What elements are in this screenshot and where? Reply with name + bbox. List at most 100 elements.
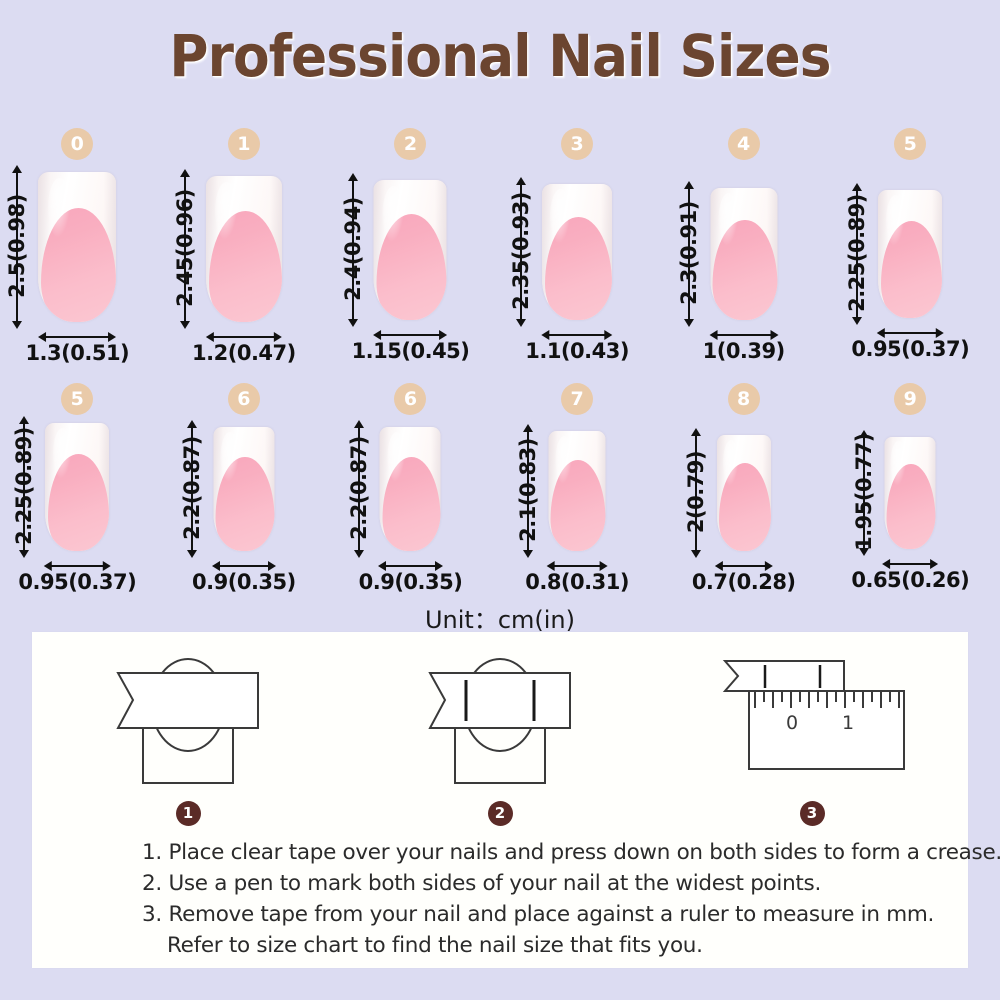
nail-size-row-2: 5 2.25(0.89) 0.95(0.37) 6 2.2(0.87) 0.9(0.35)… (0, 383, 1000, 623)
nail-size-cell: 8 2(0.79) 0.7(0.28) (666, 383, 833, 623)
width-arrow (43, 561, 112, 571)
width-arrow (378, 561, 443, 571)
length-arrow (516, 177, 527, 327)
nail-size-cell: 0 2.5(0.98) 1.3(0.51) (0, 128, 167, 368)
length-label: 2.3(0.91) (677, 201, 702, 305)
nail-pink-area (880, 220, 943, 318)
nail-graphic (548, 431, 606, 551)
width-dimension: 0.7(0.28) (692, 561, 796, 594)
nail-body (45, 423, 110, 551)
length-arrow (852, 183, 863, 325)
nail-size-cell: 6 2.2(0.87) 0.9(0.35) (167, 383, 334, 623)
nail-pink-area (47, 453, 110, 551)
width-arrow (38, 332, 117, 342)
nail-body (716, 435, 771, 551)
width-label: 0.9(0.35) (358, 570, 463, 594)
width-dimension: 0.9(0.35) (192, 561, 296, 594)
nail-pink-area (376, 213, 447, 320)
width-label: 0.8(0.31) (525, 570, 629, 594)
length-arrow (12, 165, 23, 329)
length-label: 2.1(0.83) (515, 438, 540, 542)
step-badge-1: 1 (175, 801, 201, 826)
instruction-line-3: 3. Remove tape from your nail and place … (142, 902, 935, 927)
nail-size-cell: 1 2.45(0.96) 1.2(0.47) (167, 128, 334, 368)
instruction-list: 1. Place clear tape over your nails and … (142, 837, 1000, 961)
tape-on-ruler-diagram: 0 1 (707, 640, 917, 795)
nail-body (38, 172, 117, 322)
step-3: 0 1 3 (656, 640, 968, 826)
length-arrow (353, 420, 364, 558)
width-label: 0.65(0.26) (851, 568, 970, 592)
nail-pink-area (550, 459, 606, 551)
length-arrow (19, 416, 30, 558)
length-arrow (347, 173, 358, 327)
size-badge: 5 (61, 383, 94, 415)
width-arrow (709, 330, 779, 340)
width-arrow (205, 332, 283, 342)
step-1: 1 (32, 640, 344, 826)
step-badge-2: 2 (487, 801, 513, 826)
nail-size-cell: 9 1.95(0.77) 0.65(0.26) (833, 383, 1000, 623)
nail-pink-area (712, 219, 778, 320)
width-arrow (541, 330, 614, 340)
length-dimension: 2.3(0.91) (677, 181, 701, 327)
nail-size-cell: 7 2.1(0.83) 0.8(0.31) (500, 383, 667, 623)
width-label: 1.15(0.45) (351, 339, 470, 363)
nail-body (213, 427, 275, 551)
width-label: 1.2(0.47) (192, 341, 296, 365)
nail-body (878, 190, 943, 318)
length-label: 2.2(0.87) (180, 436, 205, 540)
instruction-line-1: 1. Place clear tape over your nails and … (142, 840, 1000, 865)
length-arrow (684, 181, 695, 327)
nail-size-cell: 5 2.25(0.89) 0.95(0.37) (0, 383, 167, 623)
length-label: 2.25(0.89) (12, 427, 37, 545)
step-2: 2 (344, 640, 656, 826)
size-badge: 5 (894, 128, 927, 160)
nail-graphic (716, 435, 771, 551)
nail-body (710, 188, 778, 320)
width-dimension: 1(0.39) (703, 330, 785, 363)
steps-row: 1 2 (32, 640, 968, 826)
tape-over-nail-diagram (88, 640, 288, 795)
size-badge: 6 (227, 383, 260, 415)
size-badge: 4 (727, 128, 760, 160)
nail-graphic (38, 172, 117, 322)
width-dimension: 1.2(0.47) (192, 332, 296, 365)
nail-size-cell: 3 2.35(0.93) 1.1(0.43) (500, 128, 667, 368)
nail-pink-area (382, 456, 441, 551)
nail-graphic (542, 184, 613, 320)
length-dimension: 2.25(0.89) (12, 416, 36, 558)
step-badge-3: 3 (799, 801, 825, 826)
nail-graphic (884, 437, 936, 549)
length-arrow (858, 430, 869, 556)
width-dimension: 0.9(0.35) (359, 561, 463, 594)
unit-label: Unit：cm(in) (424, 606, 576, 634)
nail-pink-area (886, 463, 936, 549)
pen-marks-on-tape-diagram (400, 640, 600, 795)
width-dimension: 1.1(0.43) (525, 330, 629, 363)
nail-graphic (205, 176, 282, 322)
nail-pink-area (544, 216, 613, 320)
instruction-line-2: 2. Use a pen to mark both sides of your … (142, 871, 821, 896)
length-arrow (187, 420, 198, 558)
length-dimension: 2.4(0.94) (341, 173, 365, 327)
nail-body (548, 431, 606, 551)
size-badge: 6 (394, 383, 427, 415)
width-dimension: 1.3(0.51) (25, 332, 130, 365)
length-dimension: 2.45(0.96) (173, 169, 197, 329)
nail-size-cell: 2 2.4(0.94) 1.15(0.45) (333, 128, 500, 368)
size-badge: 1 (227, 128, 260, 160)
length-label: 2(0.79) (683, 450, 708, 534)
width-dimension: 0.8(0.31) (525, 561, 629, 594)
length-arrow (522, 424, 533, 558)
length-arrow (690, 428, 701, 558)
size-badge: 2 (394, 128, 427, 160)
nail-graphic (373, 180, 447, 320)
width-label: 0.95(0.37) (851, 337, 970, 361)
nail-graphic (45, 423, 110, 551)
nail-pink-area (215, 456, 275, 551)
nail-body (373, 180, 447, 320)
length-label: 2.2(0.87) (346, 436, 371, 540)
width-arrow (882, 559, 938, 569)
nail-body (884, 437, 936, 549)
